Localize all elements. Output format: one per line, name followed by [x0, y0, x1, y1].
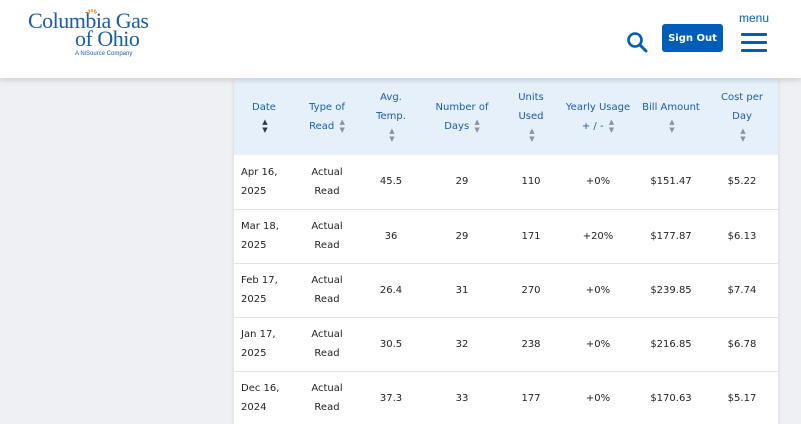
cell-bill-amount: $239.85	[636, 263, 706, 318]
cell-bill-amount: $177.87	[636, 209, 706, 264]
cell-date: Apr 16, 2025	[234, 155, 294, 210]
column-header-cost-per-day[interactable]: Cost per Day ▲ ▼	[720, 92, 764, 143]
sort-icon[interactable]: ▲ ▼	[669, 117, 675, 134]
columbia-gas-logo[interactable]: Columbia Gas of Ohio A NiSource Company	[28, 8, 153, 62]
cell-type-of-read: Actual Read	[294, 155, 360, 210]
sign-out-button[interactable]: Sign Out	[662, 24, 723, 52]
cell-type-of-read: Actual Read	[294, 317, 360, 372]
sort-icon[interactable]: ▲ ▼	[339, 117, 345, 134]
cell-date: Jan 17, 2025	[234, 317, 294, 372]
cell-number-of-days: 31	[422, 263, 502, 318]
cell-yearly-usage: +0%	[560, 317, 636, 372]
cell-cost-per-day: $6.78	[706, 317, 778, 372]
site-header: Columbia Gas of Ohio A NiSource Company …	[0, 0, 801, 78]
cell-yearly-usage: +0%	[560, 263, 636, 318]
cell-number-of-days: 32	[422, 317, 502, 372]
cell-units-used: 110	[502, 155, 560, 210]
column-header-date[interactable]: Date ▲ ▼	[252, 101, 276, 134]
cell-avg-temp: 37.3	[360, 371, 422, 424]
column-header-units-used[interactable]: Units Used ▲ ▼	[518, 92, 544, 143]
cell-bill-amount: $170.63	[636, 371, 706, 424]
table-row: Jan 17, 2025 Actual Read 30.5 32 238 +0%…	[234, 317, 778, 372]
cell-type-of-read: Actual Read	[294, 209, 360, 264]
cell-number-of-days: 29	[422, 209, 502, 264]
hamburger-icon	[741, 33, 767, 57]
cell-yearly-usage: +0%	[560, 371, 636, 424]
cell-units-used: 171	[502, 209, 560, 264]
cell-cost-per-day: $6.13	[706, 209, 778, 264]
cell-type-of-read: Actual Read	[294, 371, 360, 424]
sort-icon[interactable]: ▲ ▼	[740, 127, 746, 143]
cell-avg-temp: 36	[360, 209, 422, 264]
cell-date: Feb 17, 2025	[234, 263, 294, 318]
column-header-bill-amount[interactable]: Bill Amount ▲ ▼	[642, 101, 700, 134]
cell-cost-per-day: $7.74	[706, 263, 778, 318]
table-row: Feb 17, 2025 Actual Read 26.4 31 270 +0%…	[234, 263, 778, 318]
menu-button[interactable]: menu	[736, 11, 772, 55]
cell-avg-temp: 26.4	[360, 263, 422, 318]
cell-bill-amount: $216.85	[636, 317, 706, 372]
cell-avg-temp: 45.5	[360, 155, 422, 210]
cell-number-of-days: 29	[422, 155, 502, 210]
menu-label: menu	[739, 11, 770, 25]
column-header-type-of-read[interactable]: Type of Read ▲ ▼	[309, 101, 345, 134]
sort-icon[interactable]: ▲ ▼	[608, 117, 615, 134]
cell-yearly-usage: +20%	[560, 209, 636, 264]
search-icon[interactable]	[625, 30, 649, 54]
sort-icon[interactable]: ▲ ▼	[529, 127, 535, 143]
cell-units-used: 238	[502, 317, 560, 372]
sort-icon[interactable]: ▲ ▼	[389, 127, 395, 143]
cell-units-used: 177	[502, 371, 560, 424]
sort-icon[interactable]: ▲ ▼	[474, 117, 480, 134]
cell-date: Mar 18, 2025	[234, 209, 294, 264]
cell-date: Dec 16, 2024	[234, 371, 294, 424]
table-row: Mar 18, 2025 Actual Read 36 29 171 +20% …	[234, 209, 778, 264]
table-row: Apr 16, 2025 Actual Read 45.5 29 110 +0%…	[234, 155, 778, 210]
column-header-number-of-days[interactable]: Number of Days ▲ ▼	[435, 101, 489, 134]
column-header-avg-temp[interactable]: Avg. Temp. ▲ ▼	[376, 92, 406, 143]
sunburst-icon	[86, 9, 98, 15]
cell-type-of-read: Actual Read	[294, 263, 360, 318]
cell-units-used: 270	[502, 263, 560, 318]
cell-avg-temp: 30.5	[360, 317, 422, 372]
cell-cost-per-day: $5.17	[706, 371, 778, 424]
billing-history-table: Date ▲ ▼ Type of Read ▲ ▼ Avg. Temp. ▲ ▼ Numb…	[234, 78, 778, 424]
table-row: Dec 16, 2024 Actual Read 37.3 33 177 +0%…	[234, 371, 778, 424]
column-header-yearly-usage[interactable]: Yearly Usage + / - ▲ ▼	[565, 101, 631, 134]
cell-cost-per-day: $5.22	[706, 155, 778, 210]
table-header-row: Date ▲ ▼ Type of Read ▲ ▼ Avg. Temp. ▲ ▼ Numb…	[234, 78, 778, 155]
logo-line2: of Ohio	[75, 26, 140, 51]
cell-yearly-usage: +0%	[560, 155, 636, 210]
logo-tagline: A NiSource Company	[75, 51, 133, 57]
cell-bill-amount: $151.47	[636, 155, 706, 210]
sort-icon[interactable]: ▲ ▼	[262, 117, 268, 134]
cell-number-of-days: 33	[422, 371, 502, 424]
